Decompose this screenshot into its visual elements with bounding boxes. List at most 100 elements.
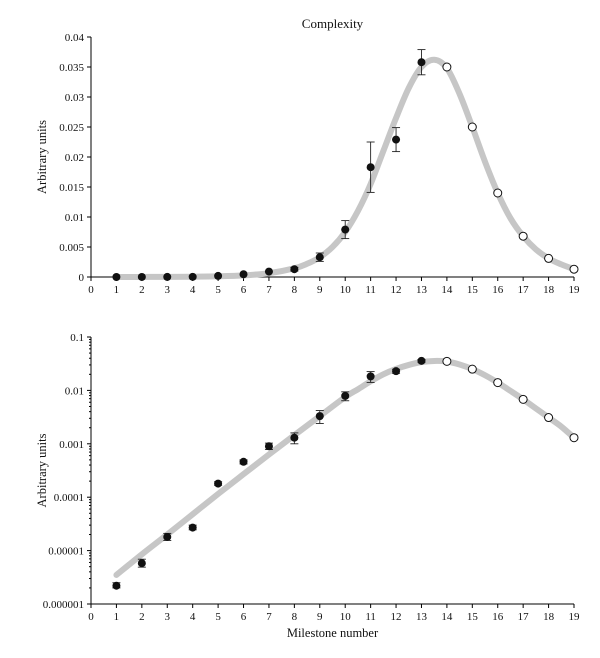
y-tick-label: 0.025 [59, 122, 84, 134]
x-tick-label: 8 [292, 284, 298, 296]
predicted-point [544, 253, 554, 263]
predicted-point [493, 378, 503, 388]
predicted-point [569, 264, 579, 274]
predicted-point [518, 231, 528, 241]
y-tick-label: 0 [79, 272, 85, 284]
observed-point [417, 356, 426, 365]
observed-point [315, 412, 324, 421]
x-tick-label: 16 [492, 611, 504, 623]
observed-point [163, 272, 172, 281]
x-tick-label: 15 [467, 611, 479, 623]
observed-point [290, 433, 299, 442]
x-tick-label: 18 [543, 611, 555, 623]
x-tick-label: 17 [518, 611, 530, 623]
x-tick-label: 12 [391, 611, 402, 623]
x-tick-label: 13 [416, 611, 428, 623]
observed-point [417, 58, 426, 67]
observed-point [163, 532, 172, 541]
x-tick-label: 14 [441, 611, 453, 623]
observed-point [290, 265, 299, 274]
observed-point [366, 372, 375, 381]
observed-point [112, 581, 121, 590]
x-tick-label: 16 [492, 284, 504, 296]
x-tick-label: 1 [114, 611, 120, 623]
x-tick-label: 19 [569, 611, 581, 623]
y-tick-label: 0.000001 [43, 599, 84, 611]
x-tick-label: 3 [165, 611, 171, 623]
observed-point [188, 272, 197, 281]
y-axis-title: Arbitrary units [35, 120, 49, 194]
observed-point [264, 267, 273, 276]
chart-title: Complexity [302, 16, 364, 31]
observed-point [239, 457, 248, 466]
predicted-point [442, 62, 452, 72]
y-tick-label: 0.0001 [54, 492, 84, 504]
x-tick-label: 6 [241, 284, 247, 296]
y-tick-label: 0.02 [65, 152, 84, 164]
y-tick-label: 0.005 [59, 242, 84, 254]
y-tick-label: 0.001 [59, 439, 84, 451]
predicted-point [467, 364, 477, 374]
observed-point [214, 479, 223, 488]
fit-curve [113, 357, 577, 578]
x-tick-label: 6 [241, 611, 247, 623]
x-tick-label: 3 [165, 284, 171, 296]
x-tick-label: 9 [317, 284, 323, 296]
x-tick-label: 5 [215, 284, 221, 296]
y-tick-label: 0.00001 [48, 546, 84, 558]
x-tick-label: 18 [543, 284, 555, 296]
predicted-point [493, 188, 503, 198]
x-tick-label: 1 [114, 284, 120, 296]
observed-point [392, 367, 401, 376]
observed-point [214, 271, 223, 280]
observed-point [264, 442, 273, 451]
x-tick-label: 10 [340, 284, 352, 296]
y-tick-label: 0.035 [59, 62, 84, 74]
y-tick-label: 0.015 [59, 182, 84, 194]
predicted-point [544, 413, 554, 423]
x-tick-label: 2 [139, 611, 145, 623]
x-tick-label: 4 [190, 611, 196, 623]
observed-point [137, 272, 146, 281]
x-axis-title: Milestone number [287, 626, 379, 640]
panel-linear: 0 1 2 3 4 5 6 7 8 9 10 11 12 13 14 15 16 17 18 1900.0050.01… [35, 16, 580, 296]
observed-point [112, 272, 121, 281]
x-tick-label: 15 [467, 284, 479, 296]
x-tick-label: 7 [266, 611, 272, 623]
predicted-point [467, 122, 477, 132]
x-tick-label: 7 [266, 284, 272, 296]
x-tick-label: 0 [88, 284, 94, 296]
predicted-point [442, 356, 452, 366]
x-tick-label: 19 [569, 284, 581, 296]
x-tick-label: 13 [416, 284, 428, 296]
x-tick-label: 10 [340, 611, 352, 623]
x-tick-label: 8 [292, 611, 298, 623]
observed-point [341, 225, 350, 234]
x-tick-label: 4 [190, 284, 196, 296]
x-tick-label: 11 [365, 284, 376, 296]
y-axis-title: Arbitrary units [35, 433, 49, 507]
y-tick-label: 0.01 [65, 212, 84, 224]
x-tick-label: 2 [139, 284, 145, 296]
observed-point [366, 163, 375, 172]
x-tick-label: 17 [518, 284, 530, 296]
y-tick-label: 0.01 [65, 385, 84, 397]
observed-point [188, 523, 197, 532]
observed-point [392, 135, 401, 144]
observed-point [341, 391, 350, 400]
x-tick-label: 9 [317, 611, 323, 623]
panel-log: 0 1 2 3 4 5 6 7 8 9 10 11 12 13 14 15 16 17 18 190.0000010.… [35, 332, 580, 640]
x-tick-label: 14 [441, 284, 453, 296]
observed-point [239, 270, 248, 279]
predicted-point [518, 394, 528, 404]
x-tick-label: 11 [365, 611, 376, 623]
predicted-point [569, 433, 579, 443]
observed-point [315, 253, 324, 262]
observed-point [137, 559, 146, 568]
y-tick-label: 0.04 [65, 32, 85, 44]
x-tick-label: 5 [215, 611, 221, 623]
y-tick-label: 0.03 [65, 92, 85, 104]
x-tick-label: 12 [391, 284, 402, 296]
y-tick-label: 0.1 [70, 332, 84, 344]
